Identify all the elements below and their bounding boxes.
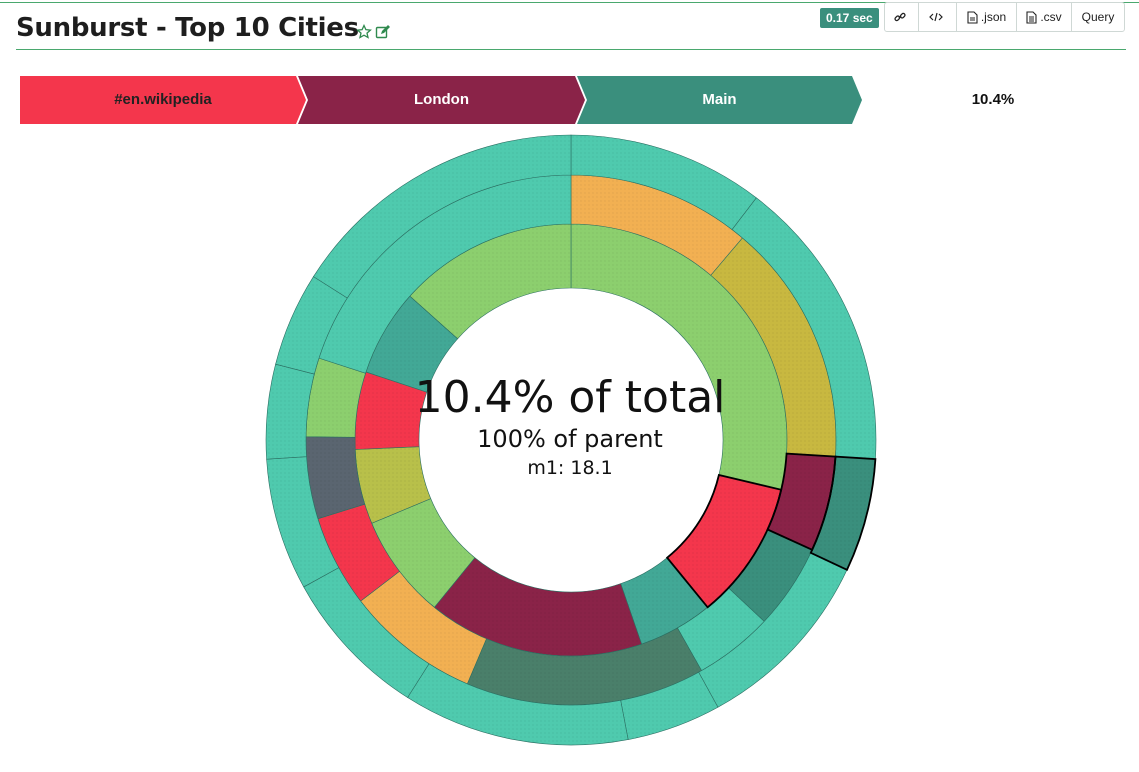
toolbar: .json .csv Query (884, 2, 1125, 32)
sunburst-chart (265, 134, 877, 746)
sunburst-segment-texture (710, 237, 837, 457)
sunburst-segment-texture (303, 567, 430, 698)
sunburst-segment-texture (467, 627, 702, 706)
breadcrumb-label: #en.wikipedia (114, 91, 212, 108)
sunburst-segment-texture (667, 475, 782, 608)
query-timer: 0.17 sec (820, 8, 879, 28)
sunburst-segment-texture (571, 135, 757, 230)
breadcrumb-percentage: 10.4% (971, 91, 1015, 108)
center-parent-label: 100% of parent (477, 425, 663, 453)
sunburst-segment-texture (728, 529, 813, 622)
sunburst-segment-texture (355, 371, 427, 450)
sunburst-highlight-outline (809, 455, 877, 572)
sunburst-segment-texture (360, 571, 487, 684)
sunburst-segment-texture (355, 446, 431, 524)
sunburst-segment-texture (732, 197, 876, 460)
sunburst-segment-texture (317, 504, 400, 602)
link-icon (894, 12, 906, 22)
breadcrumb-item-london[interactable] (298, 76, 585, 124)
center-total-label: 10.4% of total (414, 372, 726, 423)
edit-icon[interactable] (375, 24, 391, 40)
file-csv-icon (1026, 10, 1037, 24)
sunburst-segment-texture (571, 224, 787, 490)
query-button[interactable]: Query (1081, 10, 1115, 24)
sunburst-segment-texture (266, 456, 339, 587)
sunburst-segment-texture (365, 296, 458, 393)
file-json-icon (967, 10, 978, 24)
breadcrumb-item-main[interactable] (577, 76, 862, 124)
sunburst-segment-texture (620, 672, 718, 740)
embed-code-button[interactable] (919, 3, 957, 31)
sunburst-segment-texture (409, 224, 571, 339)
sunburst-highlight-outline (665, 473, 783, 609)
star-icon[interactable] (356, 24, 372, 40)
sunburst-segment-texture (434, 557, 642, 656)
sunburst-segment-texture (810, 456, 876, 570)
page-title: Sunburst - Top 10 Cities (16, 13, 359, 43)
sunburst-segment-texture (275, 276, 348, 375)
breadcrumb: #en.wikipedia London Main 10.4% (20, 76, 1120, 124)
sunburst-segment-texture (313, 135, 571, 299)
sunburst-segment-texture (407, 663, 629, 745)
sunburst-segment-texture (306, 436, 365, 519)
sunburst-segment-texture (571, 175, 743, 276)
export-json-button[interactable]: .json (957, 3, 1017, 31)
breadcrumb-item-en-wikipedia[interactable] (20, 76, 306, 124)
breadcrumb-label: Main (702, 91, 737, 108)
sunburst-segment-texture (265, 364, 315, 460)
breadcrumb-label: London (414, 91, 469, 108)
top-rule (0, 2, 1139, 3)
sunburst-segment-texture (318, 175, 571, 374)
title-icons (356, 24, 391, 40)
breadcrumb-shapes (20, 76, 862, 124)
link-button[interactable] (885, 3, 919, 31)
page-header: Sunburst - Top 10 Cities 0.17 sec .json … (16, 2, 1126, 50)
code-icon (929, 12, 943, 22)
export-csv-button[interactable]: .csv (1017, 3, 1072, 31)
sunburst-segment-texture (306, 358, 366, 438)
sunburst-segment-texture (620, 557, 708, 645)
sunburst-segment-texture (698, 552, 847, 708)
sunburst-segment-texture (371, 498, 475, 608)
center-metric-label: m1: 18.1 (527, 457, 613, 479)
sunburst-segment-texture (677, 587, 765, 671)
